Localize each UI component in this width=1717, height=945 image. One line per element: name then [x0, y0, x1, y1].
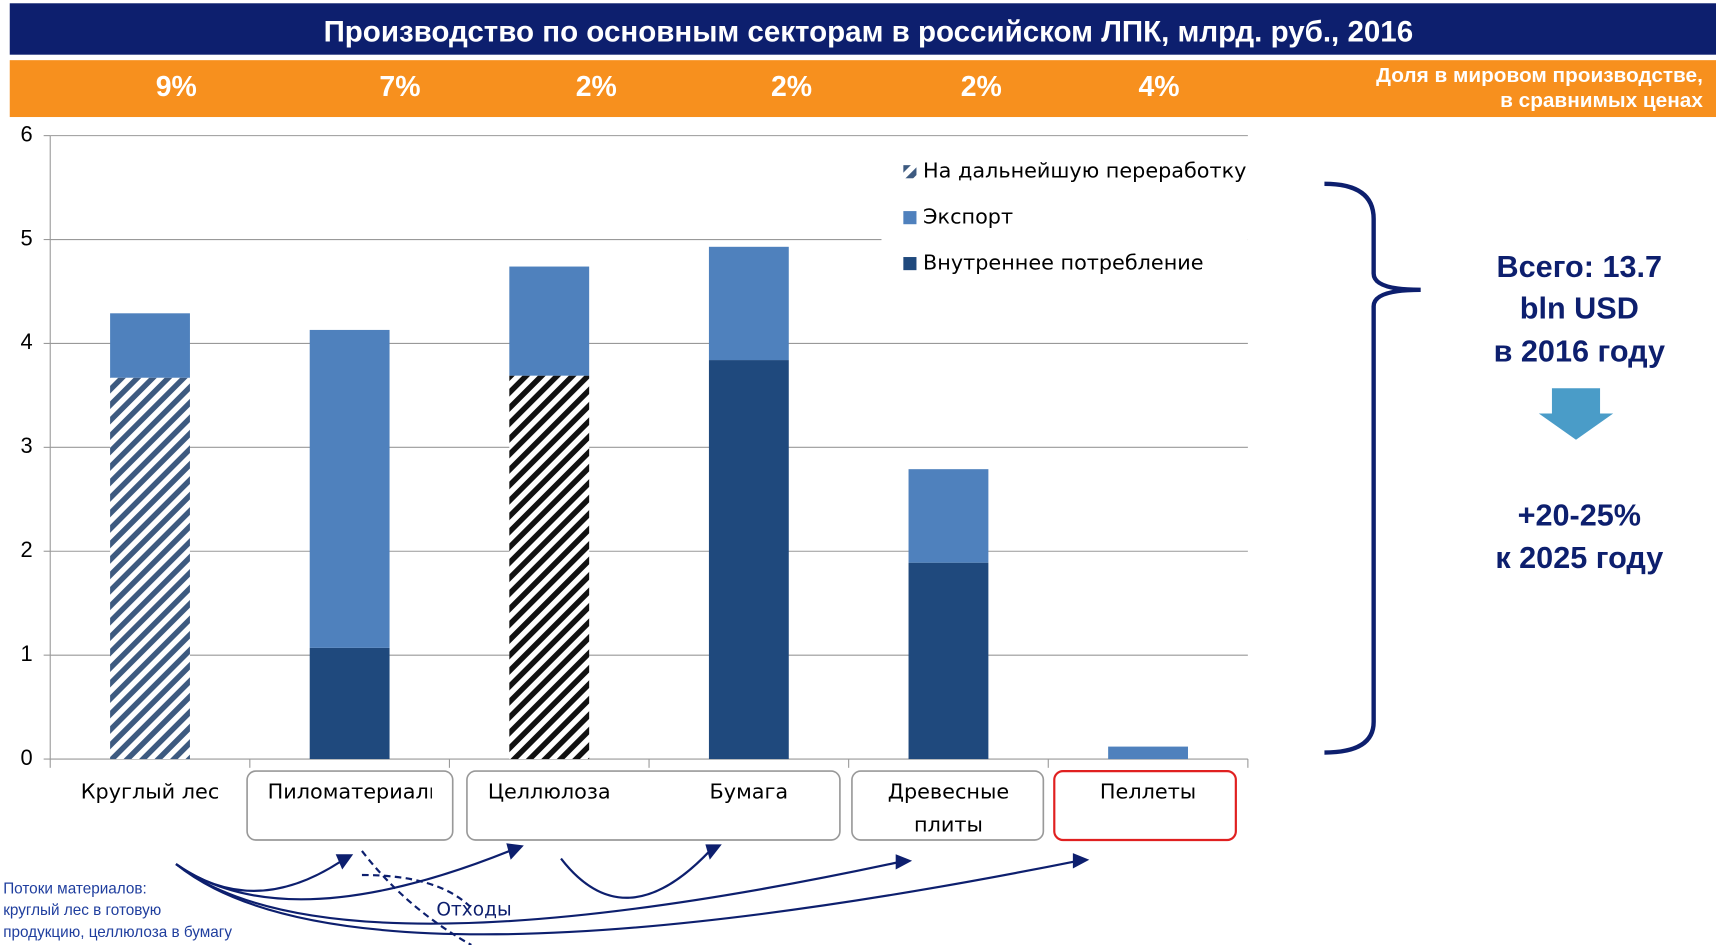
y-tick-label: 6 [21, 121, 33, 146]
legend-label: Экспорт [923, 205, 1013, 229]
bar-segment [908, 469, 989, 563]
x-tick-label: Целлюлоза [487, 779, 611, 804]
x-tick-label: Круглый лес [80, 779, 220, 804]
share-value: 7% [379, 71, 420, 103]
bar-segment [1108, 746, 1188, 760]
bar-segment [509, 266, 590, 376]
forecast-text: +20-25% [1518, 498, 1641, 532]
legend-swatch [903, 211, 917, 225]
x-tick-label-box: Пиломатериалы [267, 779, 432, 804]
x-tick-label: Древесные плиты [887, 779, 1010, 837]
title-bar [9, 3, 1716, 55]
legend-bg [881, 147, 1248, 288]
share-value: 9% [156, 71, 197, 103]
x-tick-label: Пиломатериалы [267, 779, 432, 804]
flows-note: Потоки материалов: [3, 880, 147, 897]
y-tick-label: 1 [21, 641, 33, 666]
y-tick-label: 3 [21, 433, 33, 458]
waste-label: Отходы [436, 900, 511, 921]
total-text: bln USD [1520, 292, 1639, 326]
legend-swatch [903, 165, 917, 179]
flows-note: круглый лес в готовую [3, 902, 161, 919]
flows-note: продукцию, целлюлоза в бумагу [3, 924, 232, 941]
y-tick-label: 2 [21, 537, 33, 562]
bar-segment [708, 360, 789, 760]
chart-title: Производство по основным секторам в росс… [324, 16, 1414, 49]
y-tick-label: 5 [21, 225, 33, 250]
x-tick-label: Бумага [709, 779, 789, 804]
flow-arrows [175, 849, 1079, 945]
share-value: 2% [961, 71, 1002, 103]
group-box [246, 770, 454, 841]
down-arrow [1538, 388, 1614, 440]
total-text: в 2016 году [1494, 334, 1665, 368]
arrow-heads [335, 843, 1090, 870]
y-tick-label: 4 [21, 329, 33, 354]
share-value: 2% [771, 71, 812, 103]
bar-segment [309, 329, 390, 648]
bar-segment [908, 562, 989, 760]
group-box [466, 770, 841, 841]
share-value: 4% [1138, 71, 1179, 103]
x-tick-label-box: Целлюлоза [487, 779, 611, 804]
forecast-text: к 2025 году [1495, 541, 1663, 575]
bar-segment [110, 377, 190, 760]
x-tick-label-box: Древесные плиты [887, 779, 1010, 837]
x-tick-label-box: Круглый лес [80, 779, 220, 804]
x-tick-label-box: Пеллеты [1099, 779, 1197, 804]
share-label: Доля в мировом производстве, [1376, 64, 1703, 87]
share-bar [9, 60, 1716, 118]
total-text: Всего: 13.7 [1497, 250, 1662, 284]
bar-segment [110, 313, 190, 378]
x-tick-label-box: Бумага [709, 779, 789, 804]
brace [1324, 181, 1421, 755]
share-label: в сравнимых ценах [1500, 89, 1703, 112]
y-tick-label: 0 [21, 745, 33, 770]
share-value: 2% [576, 71, 617, 103]
bar-segment [309, 647, 390, 760]
legend-label: Внутреннее потребление [923, 251, 1204, 275]
legend-label: На дальнейшую переработку [923, 159, 1246, 183]
bar-segment [509, 375, 590, 760]
legend-swatch [903, 257, 917, 271]
x-tick-label: Пеллеты [1099, 779, 1197, 804]
group-box [1053, 770, 1237, 842]
group-box [851, 770, 1045, 841]
bar-segment [708, 246, 789, 361]
